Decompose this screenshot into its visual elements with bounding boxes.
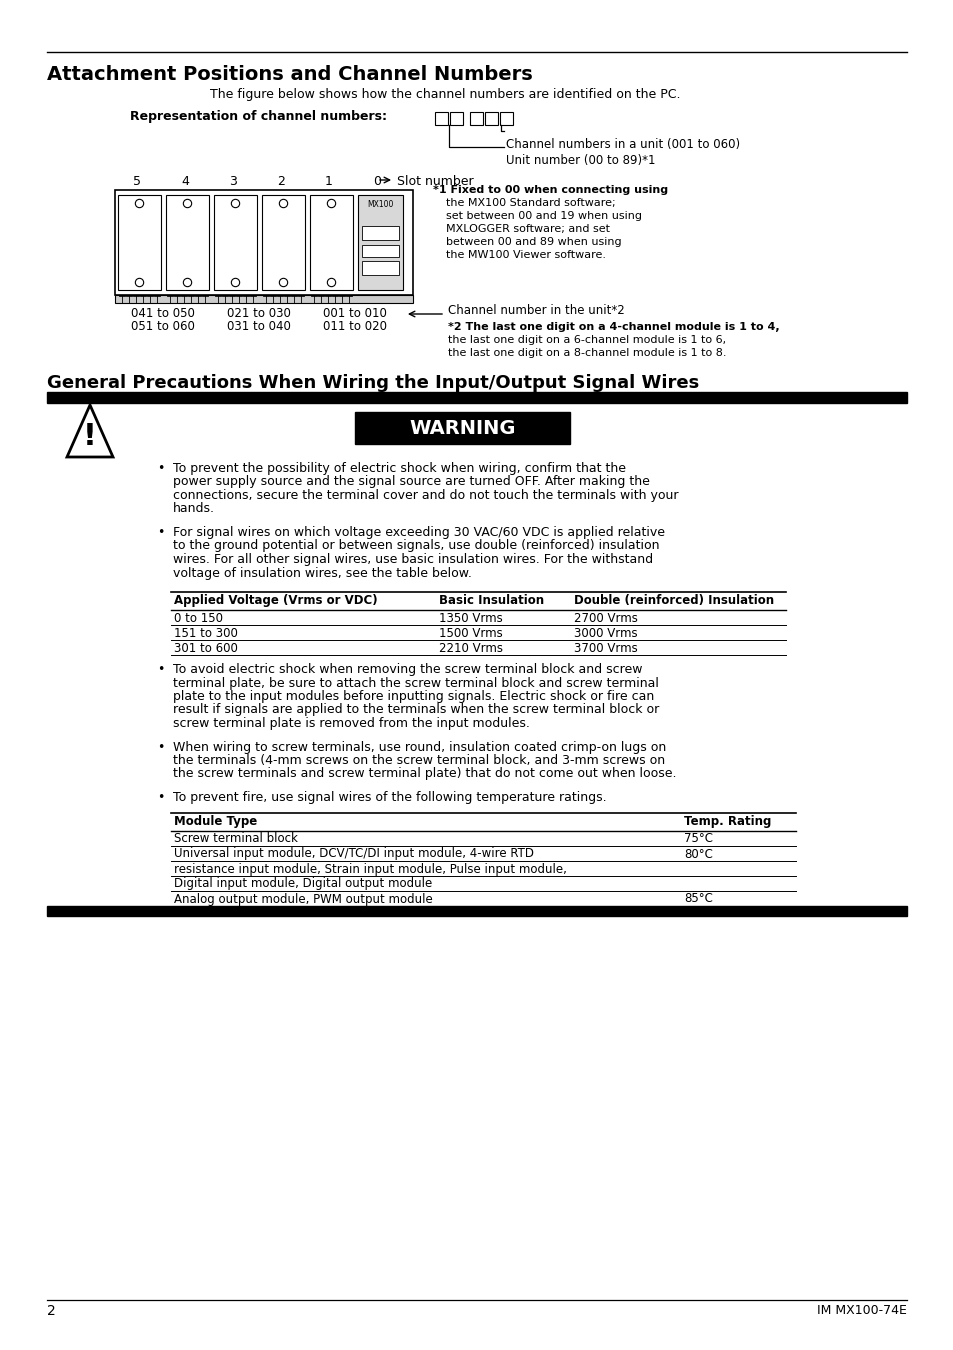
Text: Universal input module, DCV/TC/DI input module, 4-wire RTD: Universal input module, DCV/TC/DI input … — [173, 848, 534, 860]
Bar — [470, 112, 482, 126]
Text: 031 to 040: 031 to 040 — [227, 320, 291, 333]
Text: MXLOGGER software; and set: MXLOGGER software; and set — [446, 224, 609, 234]
Text: result if signals are applied to the terminals when the screw terminal block or: result if signals are applied to the ter… — [172, 703, 659, 717]
Text: MX100: MX100 — [367, 200, 394, 209]
Text: Basic Insulation: Basic Insulation — [438, 594, 543, 608]
Text: WARNING: WARNING — [409, 418, 516, 437]
Text: •: • — [157, 663, 164, 676]
Text: voltage of insulation wires, see the table below.: voltage of insulation wires, see the tab… — [172, 567, 472, 579]
Text: the last one digit on a 6-channel module is 1 to 6,: the last one digit on a 6-channel module… — [448, 335, 725, 346]
Text: 001 to 010: 001 to 010 — [323, 306, 387, 320]
Text: 051 to 060: 051 to 060 — [131, 320, 194, 333]
Text: 3: 3 — [229, 176, 236, 188]
Bar — [355, 412, 569, 444]
Text: Screw terminal block: Screw terminal block — [173, 833, 297, 845]
Text: 021 to 030: 021 to 030 — [227, 306, 291, 320]
Text: Attachment Positions and Channel Numbers: Attachment Positions and Channel Numbers — [47, 65, 532, 84]
Bar — [118, 194, 161, 290]
Bar — [499, 112, 513, 126]
Text: When wiring to screw terminals, use round, insulation coated crimp-on lugs on: When wiring to screw terminals, use roun… — [172, 741, 665, 753]
Text: *2 The last one digit on a 4-channel module is 1 to 4,: *2 The last one digit on a 4-channel mod… — [448, 323, 779, 332]
Text: To prevent the possibility of electric shock when wiring, confirm that the: To prevent the possibility of electric s… — [172, 462, 625, 475]
Text: Slot number: Slot number — [396, 176, 473, 188]
Text: screw terminal plate is removed from the input modules.: screw terminal plate is removed from the… — [172, 717, 529, 730]
Text: set between 00 and 19 when using: set between 00 and 19 when using — [446, 211, 641, 221]
Bar — [435, 112, 448, 126]
Bar — [115, 190, 413, 296]
Text: terminal plate, be sure to attach the screw terminal block and screw terminal: terminal plate, be sure to attach the sc… — [172, 676, 659, 690]
Text: 2: 2 — [47, 1304, 55, 1318]
Text: 5: 5 — [132, 176, 141, 188]
Text: To prevent fire, use signal wires of the following temperature ratings.: To prevent fire, use signal wires of the… — [172, 791, 606, 805]
Text: 011 to 020: 011 to 020 — [323, 320, 387, 333]
Text: to the ground potential or between signals, use double (reinforced) insulation: to the ground potential or between signa… — [172, 540, 659, 552]
Text: 2: 2 — [276, 176, 285, 188]
Text: the MW100 Viewer software.: the MW100 Viewer software. — [446, 250, 605, 261]
Text: 2700 Vrms: 2700 Vrms — [574, 612, 638, 625]
Text: 301 to 600: 301 to 600 — [173, 643, 237, 655]
Text: 0: 0 — [373, 176, 380, 188]
Bar — [310, 194, 353, 290]
Text: hands.: hands. — [172, 502, 214, 516]
Text: the terminals (4-mm screws on the screw terminal block, and 3-mm screws on: the terminals (4-mm screws on the screw … — [172, 755, 664, 767]
Bar — [357, 194, 402, 290]
Text: IM MX100-74E: IM MX100-74E — [817, 1304, 906, 1318]
Text: Channel numbers in a unit (001 to 060): Channel numbers in a unit (001 to 060) — [506, 138, 740, 151]
Text: 80°C: 80°C — [683, 848, 712, 860]
Text: 1: 1 — [325, 176, 333, 188]
Bar — [361, 225, 398, 240]
Bar — [47, 392, 906, 404]
Text: The figure below shows how the channel numbers are identified on the PC.: The figure below shows how the channel n… — [210, 88, 679, 101]
Text: plate to the input modules before inputting signals. Electric shock or fire can: plate to the input modules before inputt… — [172, 690, 654, 703]
Text: 151 to 300: 151 to 300 — [173, 626, 237, 640]
Bar — [262, 194, 305, 290]
Text: power supply source and the signal source are turned OFF. After making the: power supply source and the signal sourc… — [172, 475, 649, 489]
Text: Double (reinforced) Insulation: Double (reinforced) Insulation — [574, 594, 773, 608]
Text: Representation of channel numbers:: Representation of channel numbers: — [130, 109, 387, 123]
Text: 3700 Vrms: 3700 Vrms — [574, 643, 638, 655]
Polygon shape — [67, 405, 112, 458]
Text: 1350 Vrms: 1350 Vrms — [438, 612, 502, 625]
Text: 75°C: 75°C — [683, 833, 712, 845]
Text: •: • — [157, 462, 164, 475]
Text: wires. For all other signal wires, use basic insulation wires. For the withstand: wires. For all other signal wires, use b… — [172, 554, 653, 566]
Text: General Precautions When Wiring the Input/Output Signal Wires: General Precautions When Wiring the Inpu… — [47, 374, 699, 392]
Bar — [361, 244, 398, 256]
Text: Module Type: Module Type — [173, 814, 257, 828]
Text: 3000 Vrms: 3000 Vrms — [574, 626, 637, 640]
Text: •: • — [157, 791, 164, 805]
Text: between 00 and 89 when using: between 00 and 89 when using — [446, 238, 621, 247]
Bar — [484, 112, 497, 126]
Text: 0 to 150: 0 to 150 — [173, 612, 223, 625]
Text: 041 to 050: 041 to 050 — [131, 306, 194, 320]
Text: resistance input module, Strain input module, Pulse input module,: resistance input module, Strain input mo… — [173, 863, 566, 876]
Text: the MX100 Standard software;: the MX100 Standard software; — [446, 198, 615, 208]
Text: 2210 Vrms: 2210 Vrms — [438, 643, 502, 655]
Text: •: • — [157, 741, 164, 753]
Text: 4: 4 — [181, 176, 189, 188]
Text: the last one digit on a 8-channel module is 1 to 8.: the last one digit on a 8-channel module… — [448, 348, 726, 358]
Text: connections, secure the terminal cover and do not touch the terminals with your: connections, secure the terminal cover a… — [172, 489, 678, 502]
Text: 1500 Vrms: 1500 Vrms — [438, 626, 502, 640]
Text: Temp. Rating: Temp. Rating — [683, 814, 771, 828]
Bar — [166, 194, 209, 290]
Text: *1 Fixed to 00 when connecting using: *1 Fixed to 00 when connecting using — [433, 185, 667, 194]
Text: Unit number (00 to 89)*1: Unit number (00 to 89)*1 — [506, 154, 656, 167]
Bar — [47, 906, 906, 915]
Text: !: ! — [83, 423, 97, 451]
Text: Digital input module, Digital output module: Digital input module, Digital output mod… — [173, 878, 432, 891]
Text: For signal wires on which voltage exceeding 30 VAC/60 VDC is applied relative: For signal wires on which voltage exceed… — [172, 526, 664, 539]
Bar — [361, 261, 398, 275]
Bar — [450, 112, 462, 126]
Bar — [115, 296, 413, 302]
Text: •: • — [157, 526, 164, 539]
Text: To avoid electric shock when removing the screw terminal block and screw: To avoid electric shock when removing th… — [172, 663, 641, 676]
Text: Applied Voltage (Vrms or VDC): Applied Voltage (Vrms or VDC) — [173, 594, 377, 608]
Text: 85°C: 85°C — [683, 892, 712, 906]
Text: Channel number in the unit*2: Channel number in the unit*2 — [448, 305, 624, 317]
Text: Analog output module, PWM output module: Analog output module, PWM output module — [173, 892, 433, 906]
Text: the screw terminals and screw terminal plate) that do not come out when loose.: the screw terminals and screw terminal p… — [172, 768, 676, 780]
Bar — [213, 194, 256, 290]
